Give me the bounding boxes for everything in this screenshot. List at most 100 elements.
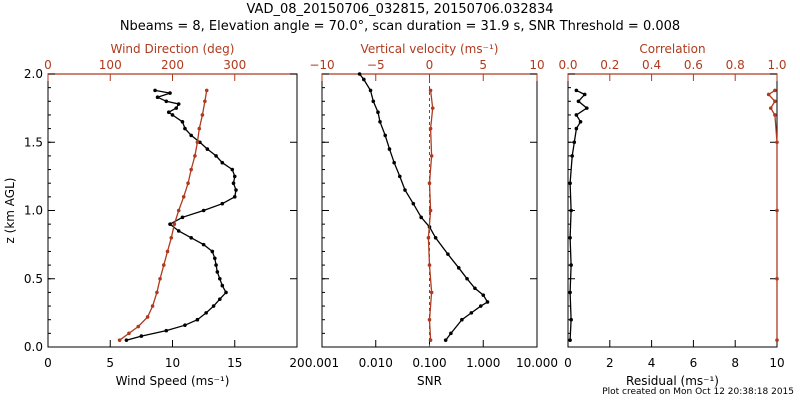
panel-1-series-1-point: [180, 119, 185, 124]
panel-1-series-1-point: [234, 188, 238, 192]
panel-1-xtick-label: 15: [227, 356, 242, 370]
panel-1-xlabel: Wind Speed (ms⁻¹): [116, 374, 230, 388]
panel-3-xtick-label: 8: [731, 356, 739, 370]
ytick-label: 0.0: [24, 340, 43, 354]
panel-2-series-1-point: [449, 331, 453, 336]
panel-1-series-1-point: [232, 174, 237, 179]
panel-2-series-1-point: [473, 286, 477, 291]
panel-2-series-2-point: [429, 290, 434, 295]
panel-3-series-1-point: [569, 263, 573, 267]
panel-3-series-2-point: [773, 99, 777, 104]
panel-3-series-1-point: [569, 317, 573, 322]
panel-2-series-1-point: [443, 338, 448, 342]
panel-1-series-2-point: [181, 195, 186, 199]
panel-2-x2tick-label: 10: [529, 58, 544, 72]
panel-3-series-2-point: [775, 208, 779, 213]
plot-created-note: Plot created on Mon Oct 12 20:38:18 2015: [602, 387, 794, 397]
panel-1-series-2-point: [203, 99, 207, 104]
panel-3-series-2-point: [773, 113, 777, 117]
panel-1-series-1-point: [189, 133, 193, 138]
panel-1-series-1-point: [164, 99, 169, 104]
panel-1-series-2-point: [165, 249, 170, 254]
panel-3-series-1-point: [576, 99, 581, 104]
panel-2-series-1-point: [403, 188, 407, 192]
panel-1-series-1-point: [139, 334, 144, 338]
panel-1-series-1-point: [195, 317, 200, 322]
panel-2-series-1-point: [460, 317, 464, 322]
panel-3-series-2-point: [773, 88, 777, 93]
panel-1-series-1-point: [183, 323, 187, 327]
panel-2-series-1-point: [419, 215, 423, 220]
panel-2-x2tick-label: −5: [367, 58, 385, 72]
panel-2-series-1-point: [411, 201, 416, 206]
panel-1-series-1-line: [126, 89, 237, 341]
panel-3-series-2-point: [775, 140, 779, 145]
panel-1-series-1-point: [220, 160, 225, 165]
panel-3-series-2-point: [768, 106, 773, 110]
panel-1-series-2-point: [189, 167, 193, 172]
panel-1-series-1-point: [180, 215, 185, 220]
panel-1-series-1-point: [214, 154, 218, 158]
panel-2-series-2-point: [428, 208, 433, 213]
panel-1-series-1-point: [198, 140, 202, 145]
panel-2-series-1-point: [376, 110, 380, 115]
panel-3-series-1-point: [570, 154, 574, 158]
panel-1-series-1-point: [231, 181, 236, 185]
panel-2-xtick-label: 1.000: [466, 356, 500, 370]
panel-3-series-2-point: [775, 276, 779, 281]
panel-1-series-2-point: [158, 276, 162, 281]
panel-3-x2tick-label: 0.0: [558, 58, 577, 72]
panel-1-series-1-point: [176, 102, 181, 106]
panel-1-series-2-line: [119, 90, 208, 341]
panel-1-series-2-point: [169, 236, 174, 240]
panel-2-series-1-point: [371, 99, 376, 104]
panel-3-xtick-label: 6: [690, 356, 698, 370]
panel-2-series-2-point: [428, 88, 433, 93]
panel-2-series-1-line: [359, 73, 489, 341]
panel-1-series-1-point: [201, 242, 206, 247]
panel-2-series-2-point: [427, 181, 432, 185]
panel-1-xtick-label: 10: [165, 356, 180, 370]
panel-1-series-1-point: [176, 229, 181, 233]
ytick-label: 1.0: [24, 204, 43, 218]
panel-2-series-1-point: [469, 311, 474, 315]
panel-3-series-1-point: [568, 290, 572, 295]
panel-2-series-2-point: [428, 338, 433, 342]
panel-1-x2tick-label: 0: [44, 58, 52, 72]
panel-1-series-2-point: [145, 315, 150, 319]
panel-3-x2tick-label: 0.2: [600, 58, 619, 72]
panel-2-series-1-point: [485, 300, 490, 304]
panel-2-series-1-point: [378, 119, 382, 124]
panel-2-series-1-point: [368, 88, 373, 93]
panel-1-x2tick-label: 300: [223, 58, 246, 72]
panel-1-series-1-point: [183, 126, 187, 131]
panel-1-series-2-point: [161, 263, 166, 267]
panel-3-x2label: Correlation: [639, 42, 705, 56]
panel-3-series-2-point: [775, 338, 779, 342]
panel-2-xtick-label: 0.010: [359, 356, 393, 370]
panel-1-series-1-point: [220, 201, 225, 206]
panel-1-series-1-point: [224, 290, 228, 295]
ytick-label: 2.0: [24, 67, 43, 81]
panel-3-series-1-point: [568, 338, 572, 342]
panel-1-series-1-point: [218, 276, 222, 281]
panel-2-series-1-point: [456, 266, 461, 270]
panel-1-series-1-point: [210, 249, 215, 254]
panel-2-xtick-label: 10.000: [516, 356, 558, 370]
panel-1-xtick-label: 5: [106, 356, 114, 370]
panel-2-series-1-point: [383, 133, 388, 138]
panel-2-xtick-label: 0.001: [305, 356, 339, 370]
panel-3-series-1-point: [569, 208, 573, 213]
panel-2-x2tick-label: 0: [426, 58, 434, 72]
panel-2-x2tick-label: 5: [479, 58, 487, 72]
panel-3-series-2-point: [766, 92, 771, 97]
panel-1-series-1-point: [166, 110, 171, 115]
panel-2-series-1-point: [465, 276, 469, 281]
panel-3-series-1-point: [574, 88, 579, 93]
panel-2-series-2-point: [428, 126, 433, 131]
panel-1-series-1-point: [232, 195, 237, 199]
panel-3-series-1-point: [582, 92, 587, 97]
panel-1-series-2-point: [117, 338, 122, 342]
panel-1-x2label: Wind Direction (deg): [111, 42, 235, 56]
panel-1-series-1-point: [214, 263, 218, 267]
